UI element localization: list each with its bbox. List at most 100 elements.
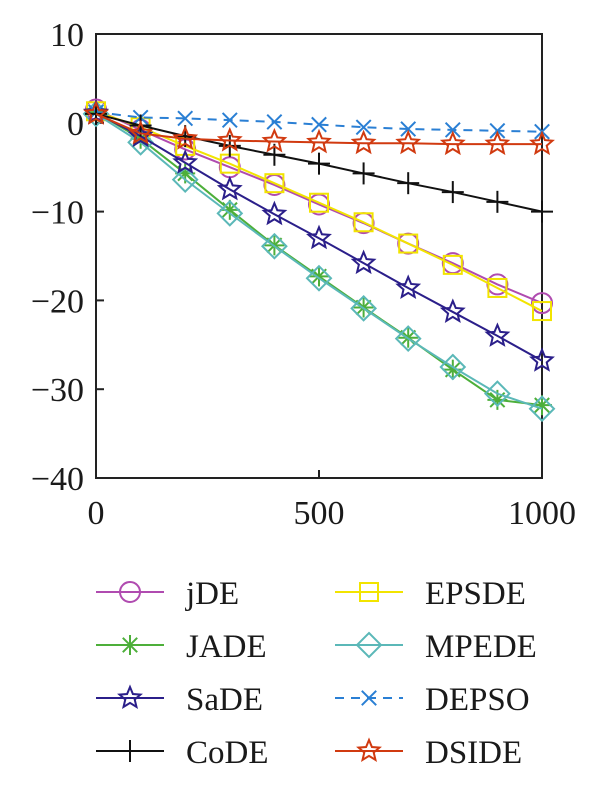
series-point-mpede (305, 264, 333, 292)
legend-marker-dside (356, 737, 382, 763)
series-point-dside (350, 129, 377, 155)
series-point-code (308, 152, 330, 175)
x-tick-label: 500 (294, 495, 345, 532)
legend: jDE EPSDE JADE MPEDE SaDE DEPSO CoDE DSIDE (96, 576, 537, 771)
series-point-code (397, 172, 420, 195)
legend-item-depso: DEPSO (335, 682, 530, 718)
series-point-mpede (127, 128, 155, 156)
legend-item-jde: jDE (96, 576, 239, 612)
y-tick-label: 0 (67, 106, 84, 143)
legend-marker-depso (361, 690, 377, 706)
series-jade (86, 102, 552, 416)
series-point-depso (444, 121, 461, 138)
legend-item-jade: JADE (96, 629, 267, 665)
legend-item-code: CoDE (96, 735, 269, 771)
legend-item-mpede: MPEDE (335, 629, 537, 665)
series-point-code (486, 190, 509, 213)
x-tick-label: 1000 (508, 495, 576, 532)
series-point-code (531, 200, 553, 223)
series-point-epsde (264, 173, 285, 194)
series-point-sade (484, 322, 511, 347)
series-point-dside (261, 127, 288, 153)
legend-label-depso: DEPSO (425, 682, 530, 718)
series-point-dside (127, 119, 154, 145)
y-tick-label: −30 (31, 372, 84, 409)
series-point-sade (529, 347, 555, 372)
series-line-mpede (95, 113, 543, 410)
series-point-jade (532, 395, 552, 416)
series-point-dside (172, 125, 199, 150)
legend-marker-jde (119, 581, 141, 603)
series-point-dside (83, 100, 109, 125)
series-point-sade (306, 224, 332, 250)
y-tick-label: 10 (50, 17, 84, 54)
series-point-depso (266, 114, 283, 130)
legend-item-sade: SaDE (96, 682, 263, 718)
series-point-code (441, 181, 464, 204)
series-point-depso (311, 116, 327, 133)
x-axis: 0 500 1000 (88, 470, 576, 532)
series-point-dside (529, 130, 555, 156)
series-sade (83, 99, 555, 372)
legend-label-code: CoDE (186, 735, 269, 771)
series-point-mpede (216, 199, 244, 227)
series-point-sade (261, 200, 288, 226)
x-tick-label: 0 (88, 495, 105, 532)
series-point-mpede (171, 166, 199, 194)
legend-label-jade: JADE (186, 629, 267, 665)
legend-marker-epsde (359, 582, 379, 602)
legend-marker-jade (120, 635, 140, 655)
series-point-depso (355, 119, 372, 136)
series-point-dside (306, 128, 332, 154)
series-point-sade (395, 274, 422, 299)
series-point-epsde (532, 301, 552, 322)
series-point-epsde (442, 254, 463, 275)
series-point-dside (484, 130, 511, 156)
legend-item-dside: DSIDE (335, 735, 522, 771)
series-line-depso (95, 111, 543, 133)
series-point-mpede (483, 380, 511, 408)
series-mpede (82, 100, 556, 423)
legend-label-dside: DSIDE (425, 735, 522, 771)
series-point-epsde (398, 233, 419, 254)
y-tick-label: −40 (31, 461, 84, 498)
legend-marker-sade (117, 684, 143, 710)
series-point-jade (219, 199, 240, 220)
series-point-dside (395, 129, 422, 155)
series-point-code (352, 162, 375, 185)
series-line-jde (95, 108, 543, 304)
legend-marker-mpede (355, 631, 383, 659)
series-point-depso (177, 110, 194, 127)
plot-frame (95, 33, 543, 479)
series-point-dside (216, 126, 243, 152)
series-point-sade (216, 175, 243, 201)
series-point-epsde (309, 192, 329, 213)
series-point-mpede (439, 353, 467, 381)
series-line-epsde (95, 110, 543, 312)
series-point-depso (400, 121, 417, 137)
series-point-mpede (528, 395, 556, 423)
series-point-depso (221, 112, 238, 129)
legend-label-sade: SaDE (186, 682, 263, 718)
series-dside (83, 100, 555, 156)
series-point-sade (439, 298, 466, 323)
series-point-epsde (487, 277, 508, 298)
y-tick-label: −20 (31, 283, 84, 320)
series-point-epsde (353, 212, 374, 233)
y-tick-label: −10 (31, 195, 84, 232)
series-point-mpede (350, 294, 378, 322)
series-point-mpede (394, 325, 422, 352)
legend-label-mpede: MPEDE (425, 629, 537, 665)
series-point-sade (172, 149, 199, 174)
legend-label-jde: jDE (185, 576, 239, 612)
legend-marker-code (119, 740, 141, 762)
y-axis: 10 0 −10 −20 −30 −40 (31, 17, 104, 498)
series-line-sade (95, 112, 543, 362)
legend-item-epsde: EPSDE (335, 576, 526, 612)
series-line-dside (95, 113, 542, 146)
series-group (82, 98, 556, 423)
legend-label-epsde: EPSDE (425, 576, 526, 612)
series-point-mpede (260, 232, 288, 260)
